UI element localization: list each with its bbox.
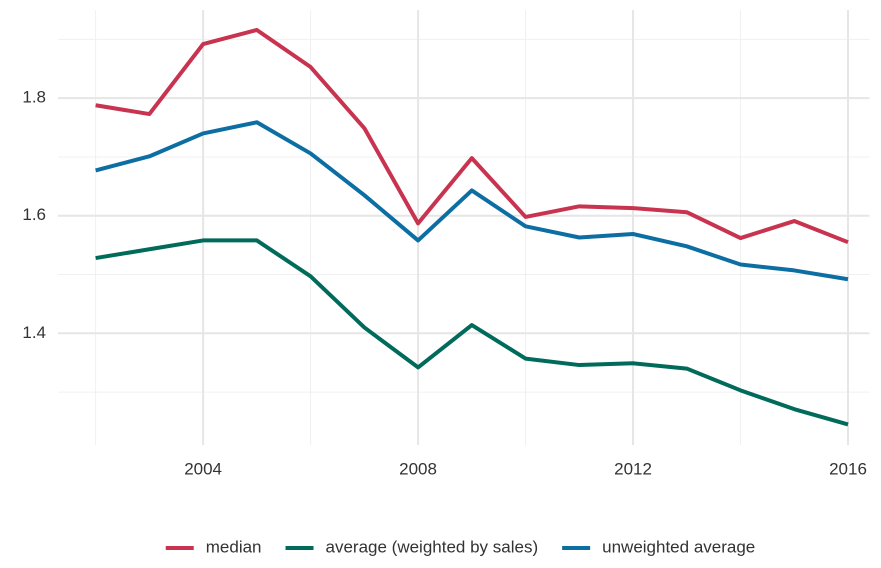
data-line bbox=[95, 120, 849, 282]
x-tick-label: 2016 bbox=[829, 459, 867, 478]
x-tick-label: 2008 bbox=[399, 459, 437, 478]
legend-label: median bbox=[206, 537, 262, 556]
data-line bbox=[95, 238, 849, 427]
x-tick-label: 2004 bbox=[184, 459, 222, 478]
legend: median average (weighted by sales) unweigh… bbox=[165, 537, 755, 556]
y-tick-label: 1.6 bbox=[22, 205, 46, 224]
legend-label: average (weighted by sales) bbox=[326, 537, 539, 556]
y-tick-label: 1.4 bbox=[22, 323, 46, 342]
y-tick-label: 1.8 bbox=[22, 88, 46, 107]
data-line bbox=[95, 27, 849, 245]
x-tick-label: 2012 bbox=[614, 459, 652, 478]
legend-label: unweighted average bbox=[602, 537, 755, 556]
